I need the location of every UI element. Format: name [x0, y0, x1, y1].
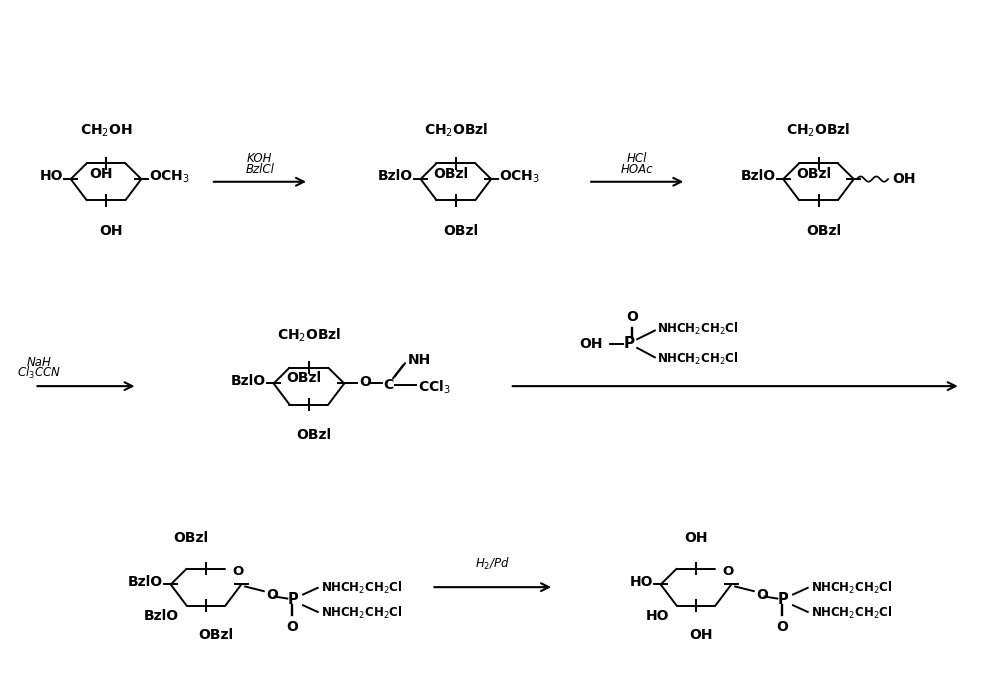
- Text: NHCH$_2$CH$_2$Cl: NHCH$_2$CH$_2$Cl: [811, 580, 892, 596]
- Text: NHCH$_2$CH$_2$Cl: NHCH$_2$CH$_2$Cl: [657, 321, 738, 337]
- Text: OBzl: OBzl: [198, 628, 233, 641]
- Text: O: O: [723, 565, 734, 578]
- Text: OH: OH: [689, 628, 713, 641]
- Text: NHCH$_2$CH$_2$Cl: NHCH$_2$CH$_2$Cl: [321, 605, 402, 621]
- Text: OH: OH: [99, 223, 123, 237]
- Text: OBzl: OBzl: [286, 371, 322, 385]
- Text: O: O: [756, 588, 768, 602]
- Text: H$_2$/Pd: H$_2$/Pd: [475, 556, 510, 572]
- Text: O: O: [233, 565, 244, 578]
- Text: KOH: KOH: [247, 152, 273, 165]
- Text: CCl$_3$: CCl$_3$: [418, 378, 450, 396]
- Text: CH$_2$OBzl: CH$_2$OBzl: [277, 326, 341, 343]
- Text: C: C: [383, 378, 393, 392]
- Text: O: O: [776, 620, 788, 634]
- Text: CH$_2$OBzl: CH$_2$OBzl: [424, 122, 488, 139]
- Text: HCl: HCl: [627, 152, 647, 165]
- Text: OBzl: OBzl: [174, 530, 209, 544]
- Text: P: P: [778, 593, 789, 607]
- Text: Cl$_3$CCN: Cl$_3$CCN: [17, 364, 61, 381]
- Text: BzlO: BzlO: [231, 373, 266, 388]
- Text: OCH$_3$: OCH$_3$: [149, 168, 190, 184]
- Text: O: O: [359, 375, 371, 389]
- Text: O: O: [626, 310, 638, 324]
- Text: NHCH$_2$CH$_2$Cl: NHCH$_2$CH$_2$Cl: [657, 350, 738, 366]
- Text: BzlCl: BzlCl: [245, 163, 274, 177]
- Text: NHCH$_2$CH$_2$Cl: NHCH$_2$CH$_2$Cl: [321, 580, 402, 596]
- Text: O: O: [266, 588, 278, 602]
- Text: OBzl: OBzl: [796, 167, 831, 181]
- Text: CH$_2$OH: CH$_2$OH: [80, 123, 132, 139]
- Text: P: P: [624, 336, 635, 351]
- Text: NHCH$_2$CH$_2$Cl: NHCH$_2$CH$_2$Cl: [811, 605, 892, 621]
- Text: OBzl: OBzl: [433, 167, 469, 181]
- Text: HO: HO: [629, 574, 653, 589]
- Text: BzlO: BzlO: [740, 170, 775, 184]
- Text: P: P: [288, 593, 299, 607]
- Text: NaH: NaH: [27, 357, 52, 369]
- Text: OH: OH: [684, 530, 708, 544]
- Text: OH: OH: [892, 172, 916, 186]
- Text: HOAc: HOAc: [621, 163, 654, 177]
- Text: BzlO: BzlO: [378, 170, 413, 184]
- Text: CH$_2$OBzl: CH$_2$OBzl: [786, 122, 851, 139]
- Text: HO: HO: [39, 170, 63, 184]
- Text: BzlO: BzlO: [128, 574, 163, 589]
- Text: O: O: [286, 620, 298, 634]
- Text: OH: OH: [89, 167, 113, 181]
- Text: OH: OH: [579, 337, 603, 351]
- Text: BzlO: BzlO: [144, 609, 179, 623]
- Text: NH: NH: [408, 353, 431, 367]
- Text: HO: HO: [645, 609, 669, 623]
- Text: OBzl: OBzl: [443, 223, 478, 237]
- Text: OBzl: OBzl: [296, 428, 331, 442]
- Text: OBzl: OBzl: [806, 223, 841, 237]
- Text: OCH$_3$: OCH$_3$: [499, 168, 540, 184]
